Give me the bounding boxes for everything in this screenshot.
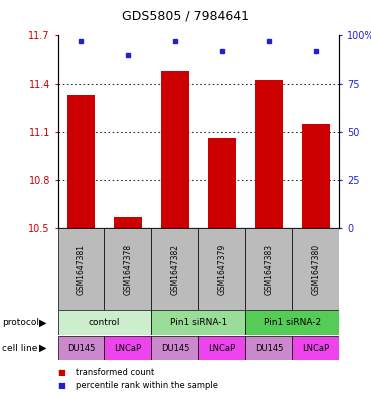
Bar [292, 336, 339, 360]
Text: LNCaP: LNCaP [209, 344, 236, 353]
Text: GSM1647381: GSM1647381 [76, 244, 85, 295]
Text: control: control [89, 318, 120, 327]
Text: cell line: cell line [2, 344, 37, 353]
Text: GSM1647380: GSM1647380 [312, 244, 321, 295]
Text: protocol: protocol [2, 318, 39, 327]
Bar [105, 336, 151, 360]
Bar [161, 71, 189, 228]
Bar [67, 95, 95, 228]
Bar [208, 138, 236, 228]
Text: GDS5805 / 7984641: GDS5805 / 7984641 [122, 10, 249, 23]
Text: ▶: ▶ [39, 343, 46, 353]
Text: Pin1 siRNA-2: Pin1 siRNA-2 [264, 318, 321, 327]
Text: GSM1647382: GSM1647382 [171, 244, 180, 295]
Text: DU145: DU145 [67, 344, 95, 353]
Bar [58, 310, 151, 335]
Bar [292, 228, 339, 310]
Bar [246, 228, 292, 310]
Text: DU145: DU145 [255, 344, 283, 353]
Text: GSM1647379: GSM1647379 [217, 244, 226, 295]
Bar [246, 310, 339, 335]
Text: GSM1647378: GSM1647378 [124, 244, 132, 295]
Bar [151, 336, 198, 360]
Text: DU145: DU145 [161, 344, 189, 353]
Bar [114, 217, 142, 228]
Bar [58, 227, 339, 229]
Text: ▶: ▶ [39, 318, 46, 328]
Bar [151, 228, 198, 310]
Bar [255, 80, 283, 228]
Text: ■: ■ [58, 382, 65, 390]
Bar [198, 228, 246, 310]
Text: LNCaP: LNCaP [302, 344, 329, 353]
Text: GSM1647383: GSM1647383 [265, 244, 273, 295]
Text: percentile rank within the sample: percentile rank within the sample [76, 382, 218, 390]
Bar [58, 336, 105, 360]
Bar [105, 228, 151, 310]
Bar [58, 228, 105, 310]
Bar [198, 336, 246, 360]
Bar [151, 310, 246, 335]
Text: ■: ■ [58, 368, 65, 377]
Text: Pin1 siRNA-1: Pin1 siRNA-1 [170, 318, 227, 327]
Bar [246, 336, 292, 360]
Text: transformed count: transformed count [76, 368, 154, 377]
Bar [302, 124, 330, 228]
Text: LNCaP: LNCaP [114, 344, 142, 353]
